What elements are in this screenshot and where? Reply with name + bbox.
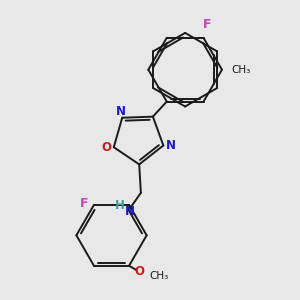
Text: O: O <box>135 265 145 278</box>
Text: N: N <box>116 104 125 118</box>
Text: F: F <box>80 197 89 210</box>
Text: O: O <box>101 141 111 154</box>
Text: N: N <box>166 139 176 152</box>
Text: CH₃: CH₃ <box>231 65 250 75</box>
Text: H: H <box>115 199 125 212</box>
Text: F: F <box>202 18 211 31</box>
Text: N: N <box>125 205 135 218</box>
Text: CH₃: CH₃ <box>150 272 169 281</box>
